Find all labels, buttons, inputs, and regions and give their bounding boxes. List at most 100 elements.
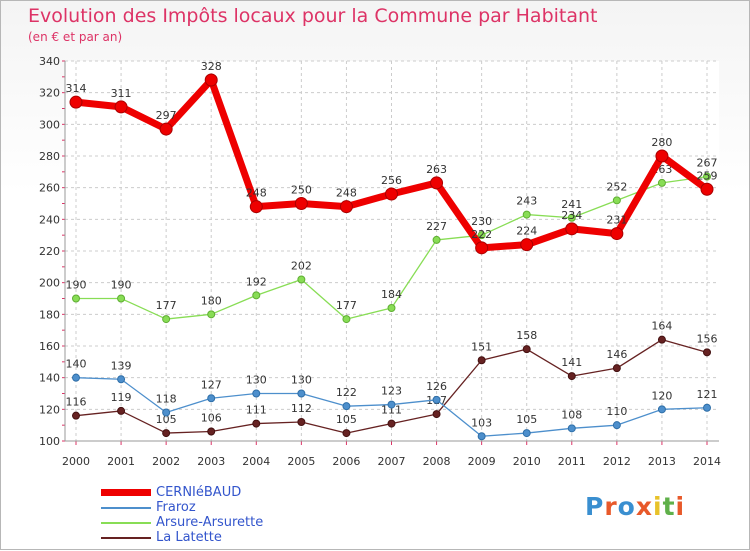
x-tick-label: 2000 [62,455,90,468]
data-label: 103 [471,416,492,429]
data-label: 111 [246,404,267,417]
y-tick-label: 280 [39,150,60,163]
data-label: 118 [156,393,177,406]
legend-swatch-la-latette [101,537,151,539]
data-label: 234 [561,209,582,222]
data-point [159,122,173,136]
legend-label-cerniebaud: CERNIéBAUD [156,485,242,500]
data-label: 314 [66,82,87,95]
data-point [655,149,669,163]
data-label: 111 [381,404,402,417]
data-label: 250 [291,184,312,197]
y-tick-label: 260 [39,182,60,195]
data-point [703,403,711,412]
data-point [477,356,486,365]
x-tick-label: 2006 [332,455,360,468]
data-label: 146 [606,348,627,361]
data-label: 222 [471,228,492,241]
data-point [520,238,534,252]
data-point [252,389,261,398]
data-label: 184 [381,288,402,301]
data-label: 190 [66,279,87,292]
data-point [252,419,261,428]
data-point [567,213,576,222]
data-label: 130 [291,374,312,387]
data-label: 141 [561,356,582,369]
x-tick-label: 2007 [378,455,406,468]
data-point [385,187,398,201]
data-point [522,429,531,438]
logo-letter: i [653,492,663,521]
data-label: 259 [697,169,718,182]
data-point [703,348,711,357]
data-point [72,373,80,382]
data-label: 328 [201,60,222,73]
data-point [657,178,666,187]
data-point [114,100,128,114]
x-tick-label: 2008 [423,455,451,468]
data-label: 130 [246,374,267,387]
y-tick-label: 120 [39,403,60,416]
logo-letter: r [604,492,618,521]
data-point [610,227,624,241]
legend-label-arsure-arsurette: Arsure-Arsurette [156,515,264,530]
legend-swatch-cerniebaud [101,489,151,496]
data-point [430,176,444,190]
data-point [522,210,531,219]
data-label: 156 [697,332,718,345]
data-point [432,235,441,244]
data-label: 263 [426,163,447,176]
y-tick-label: 320 [39,87,60,100]
data-point [297,418,306,426]
legend-swatch-fraroz [101,507,151,509]
data-point [252,291,261,300]
data-point [72,294,80,303]
data-point [475,241,489,255]
data-point [342,402,351,411]
data-point [477,432,486,441]
data-label: 105 [336,413,357,426]
data-label: 256 [381,174,402,187]
x-tick-label: 2004 [242,455,270,468]
data-point [117,406,126,415]
x-tick-label: 2009 [468,455,496,468]
data-point [207,394,216,403]
data-point [387,419,396,428]
data-point [477,231,486,240]
data-label: 177 [156,299,177,312]
data-label: 119 [111,391,132,404]
x-tick-label: 2002 [152,455,180,468]
data-label: 106 [201,412,222,425]
data-label: 227 [426,220,447,233]
data-label: 297 [156,109,177,122]
data-label: 231 [606,214,627,227]
x-tick-label: 2013 [648,455,676,468]
logo-letter: i [675,492,686,521]
data-label: 158 [516,329,537,342]
data-label: 116 [66,396,87,409]
data-label: 139 [111,359,132,372]
data-label: 190 [111,279,132,292]
x-tick-label: 2012 [603,455,631,468]
data-point [162,315,171,324]
data-point [657,405,666,414]
y-tick-label: 200 [39,277,60,290]
data-point [339,200,353,214]
logo-letter: x [635,492,653,521]
data-point [249,200,263,214]
x-tick-label: 2003 [197,455,225,468]
logo-letter: t [662,492,676,521]
data-label: 243 [516,195,537,208]
data-label: 123 [381,385,402,398]
data-point [612,196,621,205]
data-label: 140 [66,358,87,371]
data-label: 177 [336,299,357,312]
data-point [522,345,531,354]
data-label: 164 [651,320,672,333]
data-label: 241 [561,198,582,211]
data-label: 105 [516,413,537,426]
data-label: 224 [516,225,537,238]
data-label: 248 [246,187,267,200]
data-point [432,410,441,419]
